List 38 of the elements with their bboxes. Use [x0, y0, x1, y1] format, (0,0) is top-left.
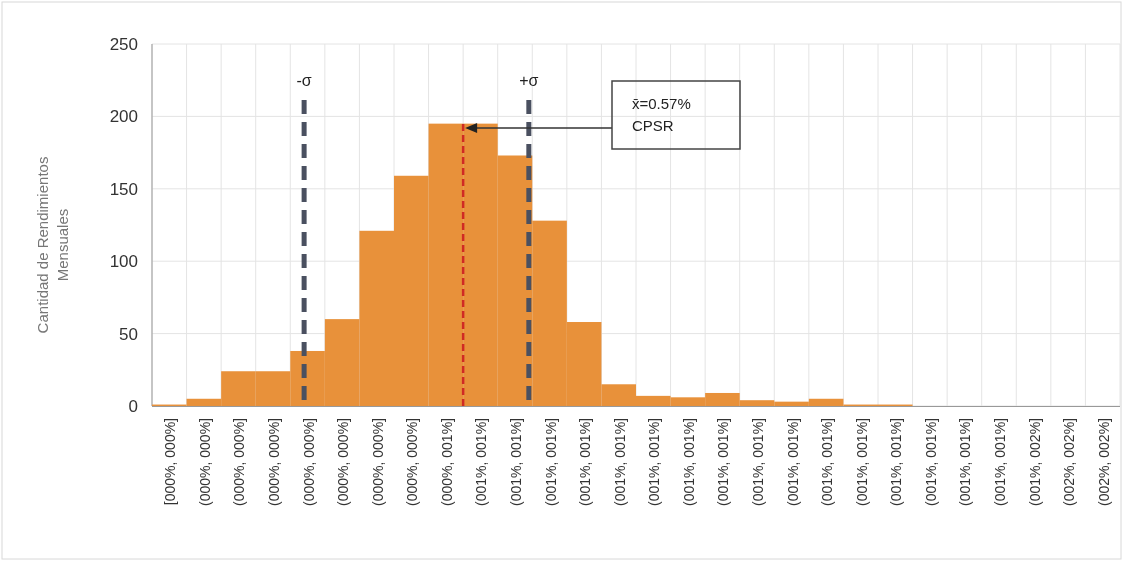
- x-tick-label: (000%, 000%]: [300, 418, 317, 506]
- x-tick-label: (001%, 001%]: [577, 418, 594, 506]
- x-tick-label: (000%, 000%]: [335, 418, 352, 506]
- x-tick-label: (001%, 002%]: [1026, 418, 1043, 506]
- x-tick-label: (000%, 000%]: [404, 418, 421, 506]
- x-tick-label: (000%, 000%]: [196, 418, 213, 506]
- x-tick-label: (001%, 001%]: [750, 418, 766, 506]
- x-tick-label: (001%, 001%]: [819, 418, 836, 506]
- x-tick-label: (001%, 001%]: [922, 418, 939, 506]
- y-axis-title: Cantidad de Rendimientos Mensuales: [34, 156, 71, 334]
- annotation: x̄=0.57% CPSR: [632, 95, 691, 134]
- x-tick-label: (000%, 000%]: [369, 418, 386, 506]
- x-tick-label: (002%, 002%]: [1061, 418, 1078, 506]
- x-tick-label: (001%, 001%]: [473, 418, 490, 506]
- x-tick-label: (001%, 001%]: [784, 418, 801, 506]
- y-tick-label: 0: [128, 396, 138, 416]
- x-tick-label: [000%, 000%]: [162, 418, 179, 506]
- y-tick-label: 100: [109, 252, 138, 272]
- x-tick-label: (001%, 001%]: [680, 418, 697, 506]
- x-tick-label: (001%, 001%]: [646, 418, 663, 506]
- x-tick-label: (001%, 001%]: [542, 418, 559, 506]
- y-tick-label: 50: [119, 324, 138, 344]
- x-tick-label: (001%, 001%]: [853, 418, 870, 506]
- annotation: -σ: [296, 72, 312, 89]
- x-tick-label: (001%, 001%]: [957, 418, 974, 506]
- x-tick-label: (000%, 000%]: [266, 418, 282, 506]
- x-tick-label: (001%, 001%]: [715, 418, 732, 506]
- x-tick-label: (001%, 001%]: [508, 418, 524, 506]
- x-tick-label: (001%, 001%]: [992, 418, 1008, 506]
- y-tick-label: 250: [109, 34, 138, 54]
- x-tick-label: (000%, 000%]: [231, 418, 248, 506]
- y-tick-label: 200: [109, 107, 138, 127]
- y-tick-label: 150: [109, 179, 138, 199]
- x-tick-label: (002%, 002%]: [1095, 418, 1112, 506]
- annotation: +σ: [519, 72, 539, 89]
- x-tick-label: (001%, 001%]: [888, 418, 905, 506]
- x-tick-label: (000%, 001%]: [438, 418, 455, 506]
- x-tick-label: (001%, 001%]: [611, 418, 628, 506]
